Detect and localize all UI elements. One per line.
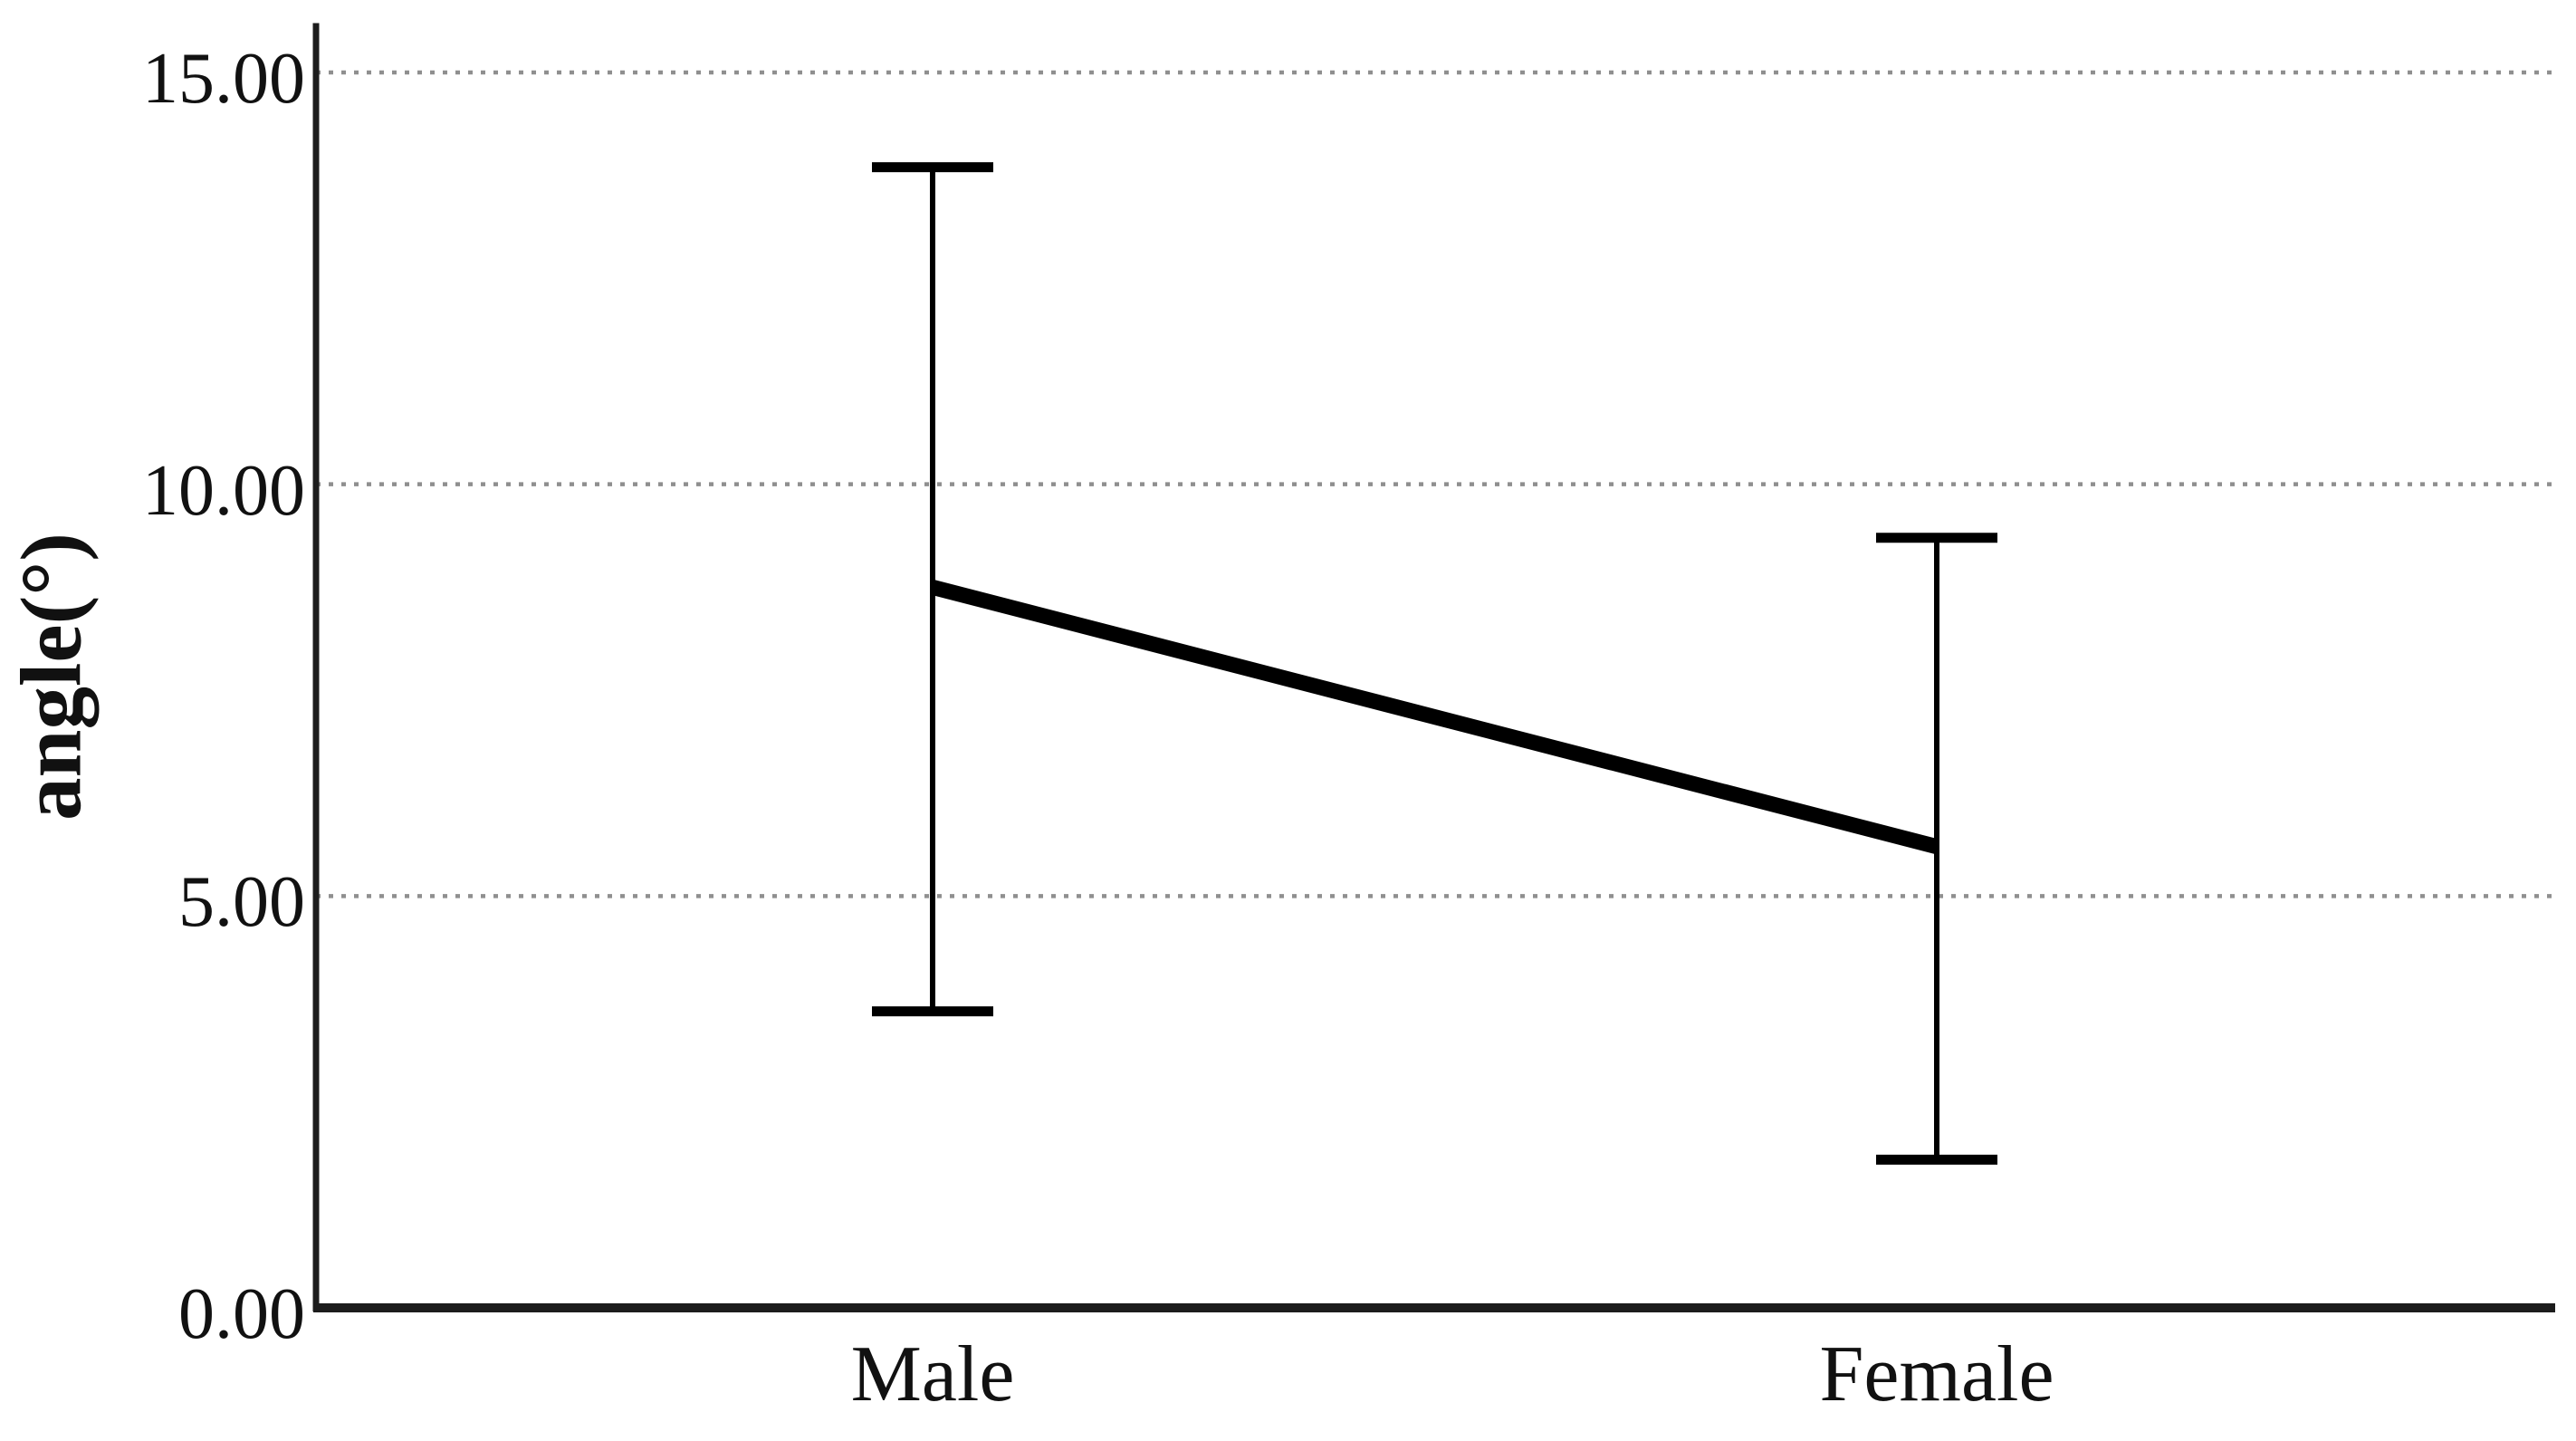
y-axis-title: angle(°) <box>3 533 100 821</box>
y-tick-label-5: 5.00 <box>178 862 305 943</box>
y-tick-label-10: 10.00 <box>142 450 305 531</box>
x-category-label-male: Male <box>850 1331 1015 1418</box>
y-tick-label-15: 15.00 <box>142 39 305 119</box>
x-category-label-female: Female <box>1819 1331 2054 1418</box>
y-tick-label-0: 0.00 <box>178 1274 305 1354</box>
